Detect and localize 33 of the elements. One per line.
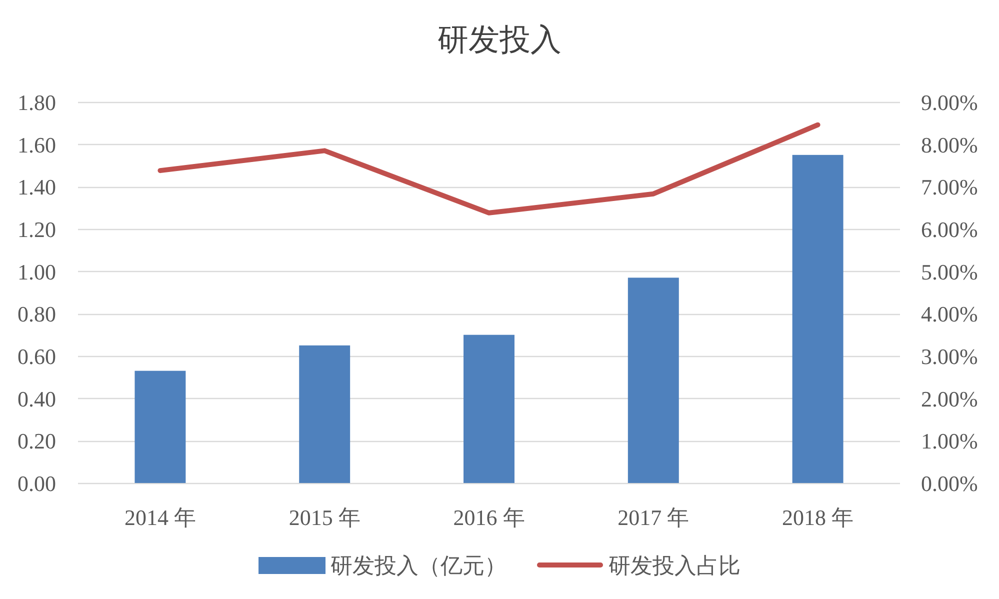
legend-label: 研发投入（亿元） (330, 553, 506, 578)
x-tick-label: 2017 年 (618, 505, 690, 530)
x-tick-label: 2016 年 (453, 505, 525, 530)
y-tick-label: 0.80 (18, 302, 56, 327)
y2-tick-label: 1.00% (921, 428, 978, 454)
y2-tick-label: 4.00% (921, 302, 978, 327)
y2-tick-label: 3.00% (921, 344, 978, 369)
y2-tick-label: 0.00% (921, 471, 978, 496)
y-tick-label: 0.60 (18, 344, 56, 369)
x-tick-label: 2014 年 (124, 505, 196, 530)
bar (134, 370, 186, 483)
y-tick-label: 1.40 (18, 174, 56, 200)
y-tick-label: 1.20 (18, 217, 56, 242)
y-tick-label: 0.00 (18, 471, 56, 496)
legend-label: 研发投入占比 (608, 553, 740, 578)
y2-tick-label: 8.00% (921, 132, 978, 158)
y2-tick-label: 9.00% (921, 90, 978, 115)
y-tick-label: 1.80 (18, 90, 56, 115)
x-tick-label: 2015 年 (288, 505, 360, 530)
bar (792, 154, 844, 483)
bar (299, 345, 350, 483)
y-tick-label: 0.40 (18, 386, 56, 412)
x-tick-label: 2018 年 (782, 505, 854, 530)
chart-title: 研发投入 (438, 22, 562, 57)
y2-tick-label: 5.00% (921, 259, 978, 284)
y-tick-label: 0.20 (18, 428, 56, 454)
bar (628, 278, 679, 483)
y2-tick-label: 6.00% (921, 217, 978, 242)
y2-tick-label: 7.00% (921, 174, 978, 200)
y-tick-label: 1.00 (18, 259, 56, 284)
y2-tick-label: 2.00% (921, 386, 978, 412)
y-tick-label: 1.60 (18, 132, 56, 158)
bar (464, 334, 514, 483)
